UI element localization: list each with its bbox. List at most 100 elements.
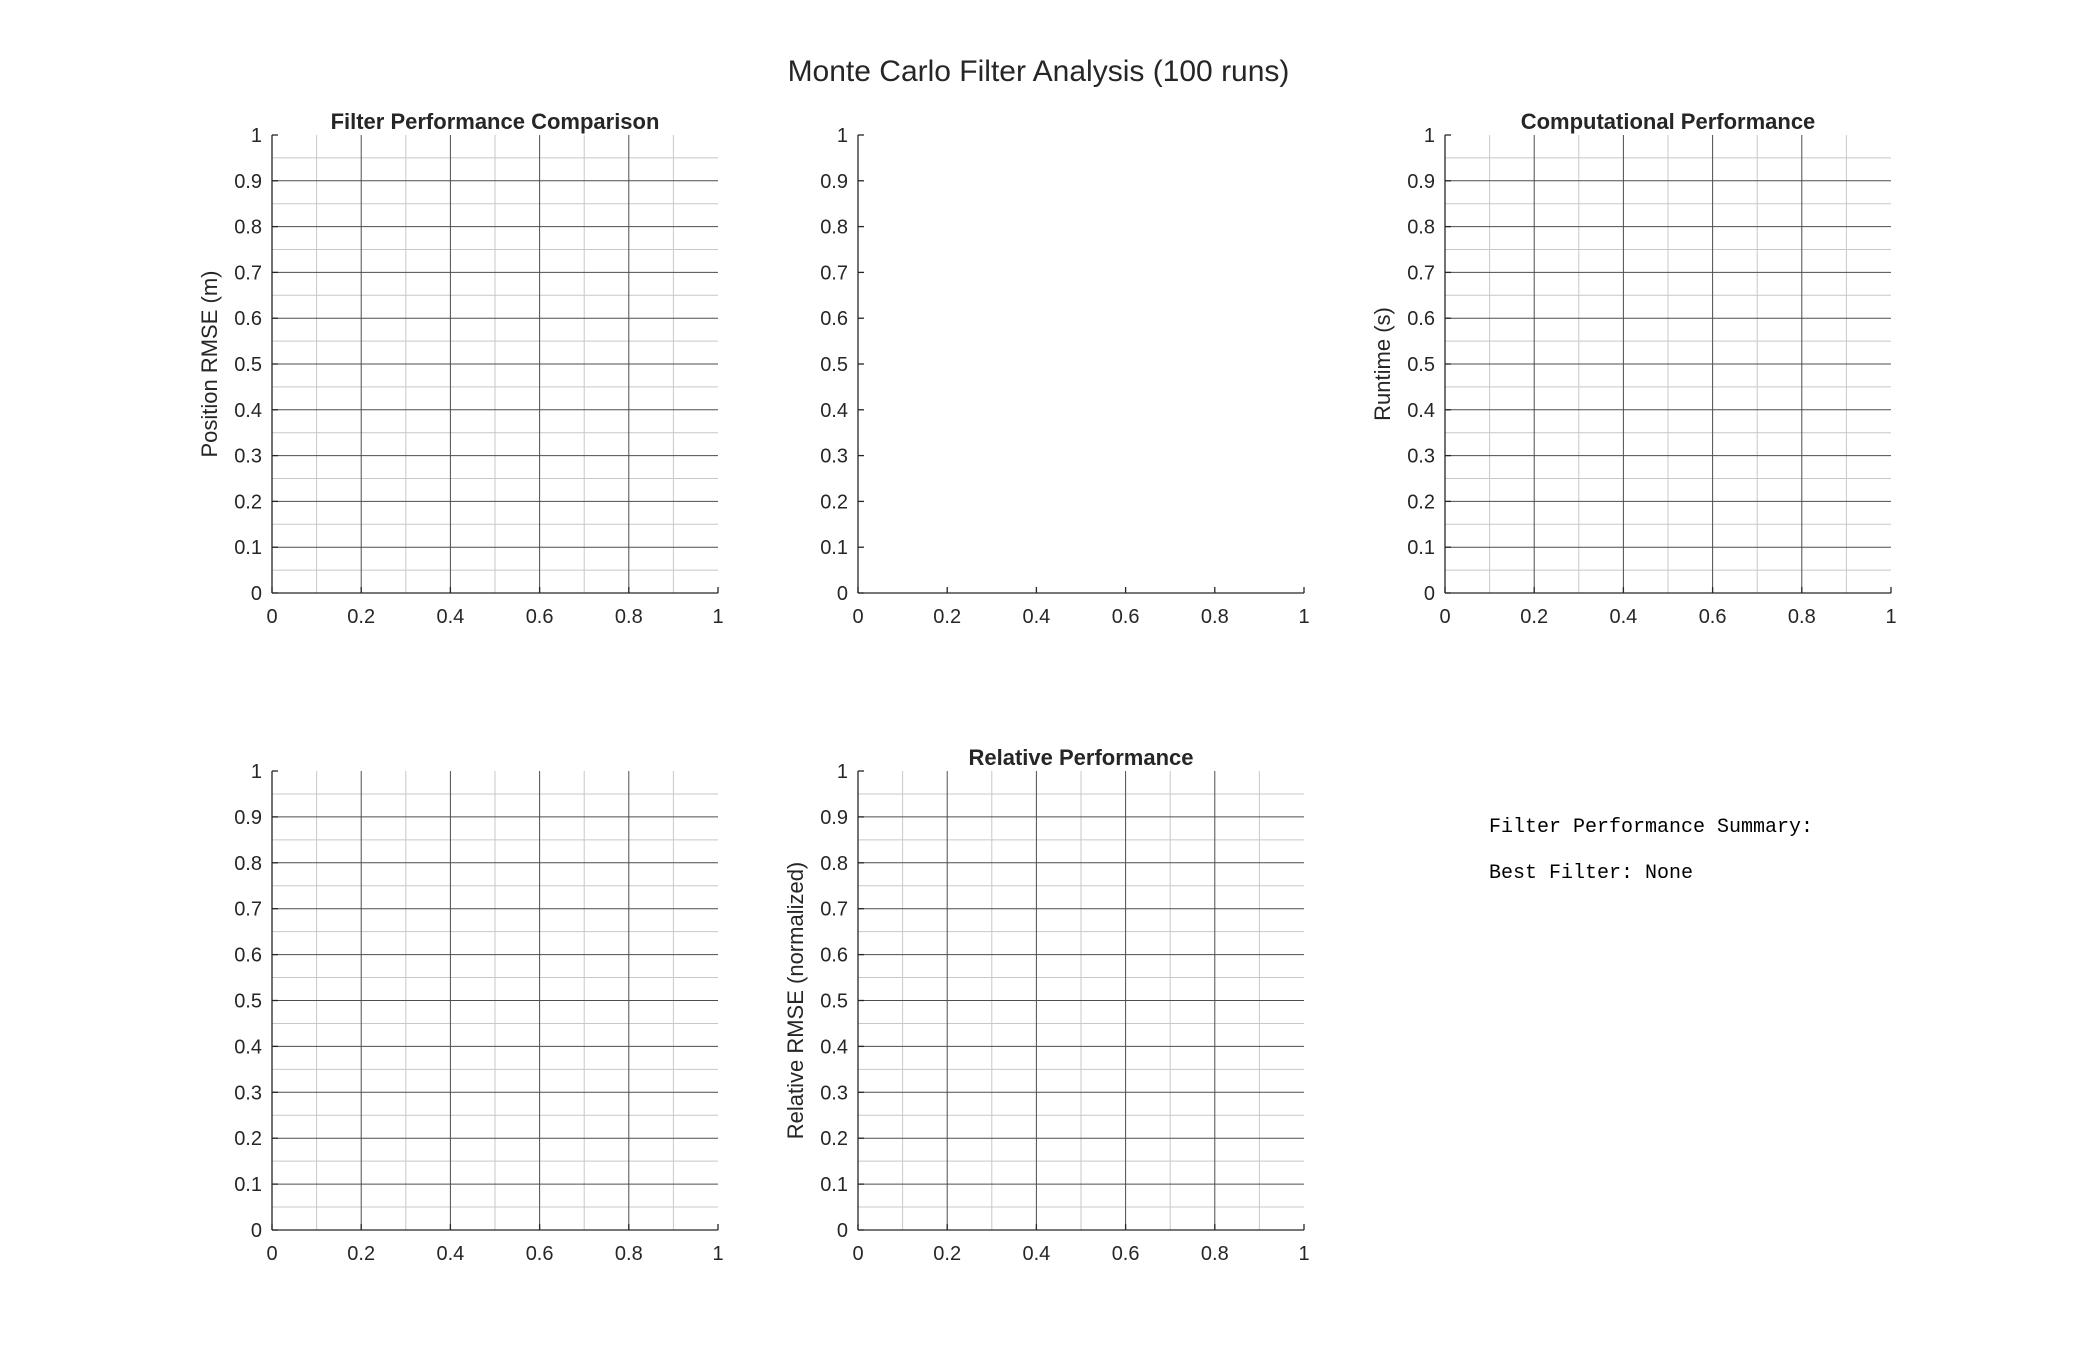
- y-tick-label: 0.6: [820, 945, 848, 967]
- y-tick-label: 0: [251, 583, 262, 605]
- y-tick-label: 0.3: [820, 446, 848, 468]
- y-tick-label: 0.3: [1407, 446, 1435, 468]
- summary-best-filter: Best Filter: None: [1489, 862, 1694, 885]
- x-tick-label: 0.6: [1112, 606, 1140, 628]
- x-tick-label: 0.8: [615, 606, 643, 628]
- x-tick-label: 0.2: [933, 1243, 961, 1265]
- y-tick-label: 0: [1424, 583, 1435, 605]
- y-tick-label: 0.8: [820, 853, 848, 875]
- y-tick-label: 0.4: [1407, 400, 1435, 422]
- y-tick-label: 0.6: [820, 308, 848, 330]
- x-tick-label: 0.8: [615, 1243, 643, 1265]
- x-tick-label: 1: [1298, 1243, 1309, 1265]
- y-tick-label: 0.5: [234, 354, 262, 376]
- axes-title: Relative Performance: [969, 745, 1194, 770]
- x-tick-label: 0.4: [436, 606, 464, 628]
- y-tick-label: 0: [837, 583, 848, 605]
- x-tick-label: 0.2: [1520, 606, 1548, 628]
- y-tick-label: 0.9: [1407, 171, 1435, 193]
- x-tick-label: 0: [852, 606, 863, 628]
- y-tick-label: 0.3: [234, 446, 262, 468]
- x-tick-label: 0: [1439, 606, 1450, 628]
- y-tick-label: 0.1: [820, 537, 848, 559]
- y-tick-label: 0.8: [234, 853, 262, 875]
- y-axis-label: Relative RMSE (normalized): [783, 862, 808, 1140]
- y-tick-label: 0.1: [234, 537, 262, 559]
- y-tick-label: 0.7: [820, 262, 848, 284]
- y-tick-label: 0.3: [234, 1082, 262, 1104]
- axes-3: 0 0.2 0.4 0.6 0.8 1 0 0.1 0.2 0.3 0.4 0.5 0.6 0.7 0.8 0…: [1370, 109, 1897, 628]
- y-tick-label: 0.3: [820, 1082, 848, 1104]
- y-tick-label: 0.2: [820, 1128, 848, 1150]
- y-tick-label: 0.9: [820, 171, 848, 193]
- y-tick-label: 0.7: [1407, 262, 1435, 284]
- y-tick-label: 0.9: [820, 807, 848, 829]
- x-tick-label: 0.6: [526, 606, 554, 628]
- x-tick-label: 1: [1885, 606, 1896, 628]
- y-tick-label: 0.6: [234, 308, 262, 330]
- y-tick-label: 0.1: [234, 1174, 262, 1196]
- x-tick-label: 0.8: [1201, 1243, 1229, 1265]
- axes-title: Computational Performance: [1521, 109, 1816, 134]
- x-tick-label: 1: [712, 606, 723, 628]
- x-tick-label: 0: [266, 606, 277, 628]
- axes-1: 0 0.2 0.4 0.6 0.8 1 0 0.1 0.2 0.3 0.4 0.5 0.6 0.7 0.8 0…: [197, 109, 724, 628]
- y-tick-label: 0.4: [234, 1036, 262, 1058]
- y-tick-label: 0.8: [820, 217, 848, 239]
- y-tick-label: 0.7: [820, 899, 848, 921]
- y-tick-label: 0.1: [820, 1174, 848, 1196]
- y-tick-label: 0: [837, 1220, 848, 1242]
- y-tick-label: 0.1: [1407, 537, 1435, 559]
- y-tick-label: 0.4: [820, 1036, 848, 1058]
- y-tick-label: 1: [837, 125, 848, 147]
- y-tick-label: 0.5: [820, 991, 848, 1013]
- axes-2: 0 0.2 0.4 0.6 0.8 1 0 0.1 0.2 0.3 0.4 0.5 0.6 0.7 0.8 0…: [820, 125, 1309, 628]
- y-tick-label: 0.2: [234, 491, 262, 513]
- y-tick-label: 0.2: [820, 491, 848, 513]
- figure-title: Monte Carlo Filter Analysis (100 runs): [787, 55, 1290, 88]
- x-tick-label: 0: [266, 1243, 277, 1265]
- y-tick-label: 0.9: [234, 807, 262, 829]
- y-tick-label: 0.5: [234, 991, 262, 1013]
- axes-5: 0 0.2 0.4 0.6 0.8 1 0 0.1 0.2 0.3 0.4 0.5 0.6 0.7 0.8 0…: [783, 745, 1310, 1265]
- y-tick-label: 1: [251, 125, 262, 147]
- x-tick-label: 0.8: [1788, 606, 1816, 628]
- x-tick-label: 0.6: [526, 1243, 554, 1265]
- x-tick-label: 0.4: [1609, 606, 1637, 628]
- y-tick-label: 1: [837, 761, 848, 783]
- y-tick-label: 0.2: [234, 1128, 262, 1150]
- y-axis-label: Runtime (s): [1370, 307, 1395, 421]
- x-tick-label: 0.2: [347, 1243, 375, 1265]
- y-tick-label: 0.5: [1407, 354, 1435, 376]
- y-tick-label: 0.6: [234, 945, 262, 967]
- x-tick-label: 0.2: [347, 606, 375, 628]
- y-tick-label: 0.7: [234, 262, 262, 284]
- y-tick-label: 0: [251, 1220, 262, 1242]
- y-tick-label: 0.7: [234, 899, 262, 921]
- summary-heading: Filter Performance Summary:: [1489, 816, 1814, 839]
- axes-4: 0 0.2 0.4 0.6 0.8 1 0 0.1 0.2 0.3 0.4 0.5 0.6 0.7 0.8 0…: [234, 761, 723, 1265]
- axes-title: Filter Performance Comparison: [331, 109, 660, 134]
- y-tick-label: 0.4: [820, 400, 848, 422]
- y-tick-label: 1: [251, 761, 262, 783]
- y-tick-label: 0.8: [234, 217, 262, 239]
- x-tick-label: 0.6: [1699, 606, 1727, 628]
- x-tick-label: 0: [852, 1243, 863, 1265]
- y-tick-label: 0.9: [234, 171, 262, 193]
- x-tick-label: 0.4: [436, 1243, 464, 1265]
- x-tick-label: 0.6: [1112, 1243, 1140, 1265]
- x-tick-label: 0.2: [933, 606, 961, 628]
- x-tick-label: 1: [712, 1243, 723, 1265]
- y-tick-label: 0.8: [1407, 217, 1435, 239]
- y-tick-label: 0.5: [820, 354, 848, 376]
- x-tick-label: 0.4: [1022, 1243, 1050, 1265]
- y-tick-label: 0.6: [1407, 308, 1435, 330]
- y-tick-label: 1: [1424, 125, 1435, 147]
- y-axis-label: Position RMSE (m): [197, 270, 222, 457]
- x-tick-label: 0.8: [1201, 606, 1229, 628]
- y-tick-label: 0.4: [234, 400, 262, 422]
- y-tick-label: 0.2: [1407, 491, 1435, 513]
- x-tick-label: 0.4: [1022, 606, 1050, 628]
